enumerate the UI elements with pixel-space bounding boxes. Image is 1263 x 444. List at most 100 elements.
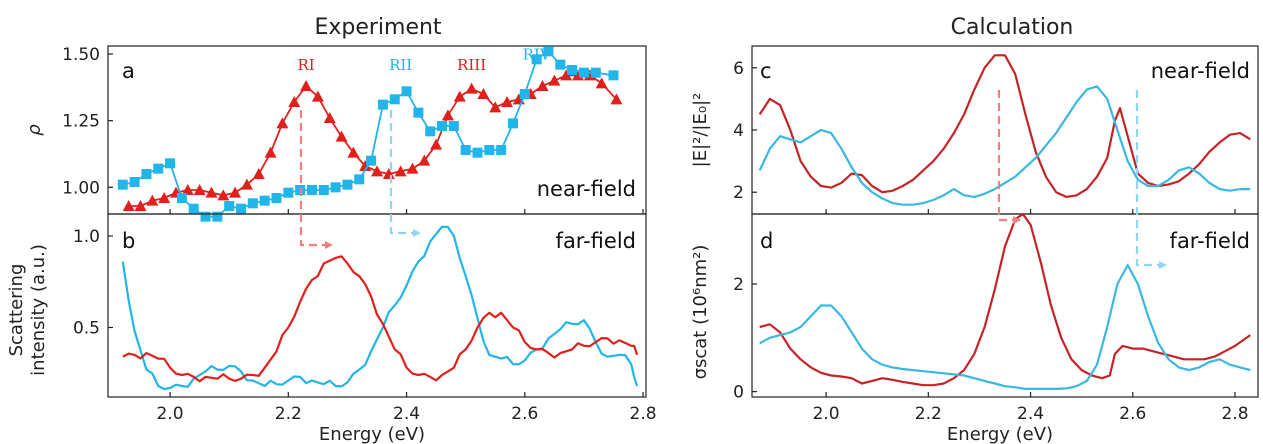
panel-a-point	[460, 145, 471, 155]
panel-a-point	[371, 165, 383, 177]
panel-a-point	[306, 185, 317, 195]
arrow-ri	[299, 110, 333, 249]
panel-a-point	[342, 179, 353, 190]
panel-a-point	[181, 184, 194, 195]
panel-a-point	[608, 70, 619, 81]
panel-a-point	[489, 101, 502, 113]
panel-a-point	[247, 198, 258, 209]
panel-a-point	[141, 169, 152, 179]
panel-d-series-calc_blue-line	[759, 264, 1251, 390]
panel-a-point	[117, 179, 128, 190]
panel-a-point	[441, 109, 454, 121]
panel-d-frame	[751, 213, 1259, 398]
left-xlabel: Energy (eV)	[319, 424, 425, 444]
panel-d-ytick-label: 0	[733, 383, 744, 403]
calculation-title: Calculation	[951, 15, 1074, 40]
panel-a-point	[229, 186, 242, 198]
panel-a-point	[448, 121, 459, 131]
panel-a-point	[283, 187, 294, 198]
panel-a-label: a	[122, 59, 135, 83]
panel-a-annotation: RII	[389, 56, 412, 74]
panel-a-point	[236, 203, 247, 214]
panel-a-point	[134, 200, 147, 211]
panel-a-annotation: RI	[297, 56, 314, 74]
panel-a-point	[264, 146, 277, 158]
panel-c-ylabel: |E|²/|E₀|²	[690, 93, 711, 168]
panel-b-series-red-line	[122, 255, 639, 383]
panel-a-point	[519, 89, 530, 99]
panel-a-point	[507, 118, 518, 129]
panel-a-point	[377, 99, 388, 110]
panel-a-point	[200, 211, 211, 222]
panel-a-point	[389, 94, 400, 105]
panel-a-point	[555, 59, 566, 70]
panel-a-point	[595, 77, 608, 89]
panel-a-point	[158, 192, 171, 203]
panel-a-point	[418, 154, 431, 166]
panel-a-point	[330, 182, 341, 193]
panel-d-xtick-label: 2.2	[915, 404, 942, 424]
panel-a-point	[122, 200, 135, 211]
panel-a-point	[560, 69, 573, 81]
panel-d-xtick-label: 2.0	[813, 404, 840, 424]
panel-a-point	[394, 165, 407, 177]
panel-a-point	[543, 46, 554, 57]
panel-a-point	[430, 138, 443, 150]
panel-d-ylabel: σscat (10⁶nm²)	[690, 245, 711, 380]
panel-a-point	[252, 168, 265, 179]
panel-a-point	[465, 82, 478, 94]
panel-a-point	[477, 88, 490, 99]
panel-b-tag: far-field	[556, 229, 636, 253]
panel-b-label: b	[122, 229, 135, 253]
panel-a-point	[437, 121, 448, 131]
panel-b-ylabel-line2: intensity (a.u.)	[28, 244, 49, 376]
panel-b-ylabel-line1: Scattering	[6, 264, 27, 357]
panel-a-point	[335, 130, 348, 142]
panel-a-point	[347, 146, 360, 158]
panel-a-point	[300, 80, 313, 91]
panel-a-point	[224, 201, 235, 211]
panel-a-point	[276, 117, 289, 129]
arrow-calc-red	[997, 90, 1021, 224]
panel-a-ytick-label: 1.25	[62, 112, 100, 132]
panel-a-point	[590, 67, 601, 78]
panel-c-series-calc_blue-line	[758, 85, 1251, 206]
panel-a-point	[354, 174, 365, 185]
panel-a-point	[413, 107, 424, 118]
panel-a-point	[129, 177, 140, 187]
panel-c-ytick-label: 6	[733, 59, 744, 79]
panel-a-tag: near-field	[537, 177, 636, 201]
panel-a-point	[318, 185, 329, 195]
panel-b-xtick-label: 2.6	[511, 404, 538, 424]
panel-a-point	[288, 96, 301, 107]
panel-a-point	[212, 211, 223, 222]
panel-a-point	[453, 90, 466, 102]
panel-c-ytick-label: 4	[733, 121, 744, 141]
panel-a-point	[484, 145, 495, 155]
panel-d: 0 2 2.0 2.2 2.4 2.6 2.8	[733, 212, 1259, 424]
panel-b-xtick-label: 2.2	[275, 404, 302, 424]
panel-c-series-dark_red-line	[758, 54, 1251, 198]
panel-a-point	[610, 93, 623, 105]
panel-a-point	[271, 193, 282, 203]
arrow-calc-blue	[1135, 90, 1167, 269]
panel-c-tag: near-field	[1151, 59, 1250, 83]
panel-d-xtick-label: 2.6	[1119, 404, 1146, 424]
panel-a-point	[531, 54, 542, 65]
panel-b-series-blue-line	[121, 225, 639, 391]
panel-a-point	[501, 96, 514, 107]
panel-d-tag: far-field	[1170, 229, 1250, 253]
panel-a-point	[311, 90, 324, 102]
panel-b-frame	[107, 213, 647, 398]
right-xlabel: Energy (eV)	[947, 424, 1053, 444]
panel-a-annotation: RIV	[523, 45, 552, 63]
panel-a-point	[146, 194, 159, 206]
panel-c-ytick-label: 2	[733, 183, 744, 203]
panel-a: 1.00 1.25 1.50 RI RII RIII RIV	[62, 45, 647, 222]
panel-d-ytick-label: 2	[733, 275, 744, 295]
panel-a-point	[359, 160, 372, 171]
panel-a-point	[536, 80, 549, 91]
panel-a-ytick-label: 1.00	[62, 178, 100, 198]
panel-a-point	[240, 178, 253, 190]
